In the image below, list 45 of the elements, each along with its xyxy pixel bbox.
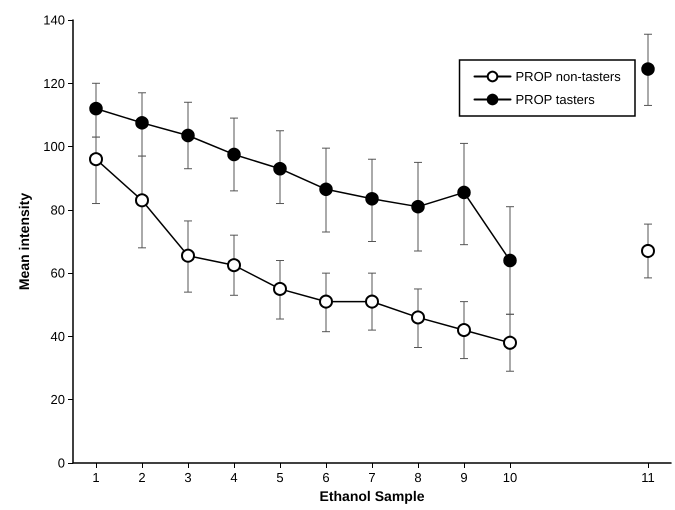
x-tick-label: 1: [92, 470, 100, 485]
point: [365, 192, 379, 206]
y-tick-label: 0: [58, 456, 65, 470]
x-tick-label: 8: [414, 470, 422, 485]
y-tick-label: 60: [50, 266, 65, 281]
point: [227, 258, 241, 272]
point: [641, 244, 655, 258]
point: [89, 152, 103, 166]
y-tick-label: 80: [50, 202, 65, 218]
y-tick-label: 20: [50, 392, 65, 408]
point: [319, 182, 333, 196]
x-tick-label: 10: [502, 470, 518, 485]
point: [503, 254, 517, 268]
point: [135, 116, 149, 130]
point: [227, 148, 241, 162]
x-tick-label: 9: [460, 470, 468, 485]
y-tick-label: 40: [50, 328, 65, 344]
point: [457, 186, 471, 200]
point: [273, 282, 287, 296]
x-tick-label: 5: [276, 470, 284, 485]
y-tick-label: 140: [43, 12, 65, 28]
point: [641, 62, 655, 76]
point: [503, 336, 517, 350]
point: [135, 193, 149, 208]
point: [89, 102, 103, 116]
point: [411, 310, 425, 324]
legend-label: PROP non-tasters: [516, 69, 622, 84]
x-tick-label: 3: [184, 470, 192, 485]
x-tick-label: 6: [322, 470, 330, 485]
x-tick-label: 11: [641, 470, 655, 485]
point: [181, 248, 195, 263]
point: [411, 200, 425, 214]
point: [365, 294, 379, 309]
y-axis-title: Mean intensity: [16, 192, 32, 290]
legend-label: PROP tasters: [516, 92, 596, 107]
point: [181, 128, 195, 142]
point: [273, 162, 287, 176]
y-tick-label: 120: [43, 76, 65, 91]
point: [319, 294, 333, 309]
x-axis-title: Ethanol Sample: [319, 488, 425, 504]
x-tick-label: 4: [230, 470, 238, 485]
y-tick-label: 100: [43, 139, 65, 154]
x-tick-label: 2: [138, 470, 146, 485]
point: [457, 323, 471, 338]
x-tick-label: 7: [368, 470, 376, 485]
